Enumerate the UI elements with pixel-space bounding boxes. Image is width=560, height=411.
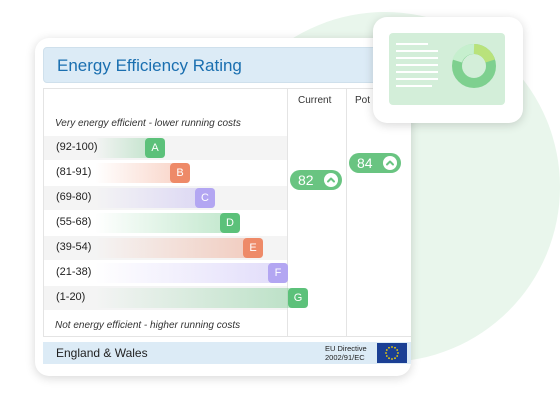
band-letter-a: A xyxy=(145,138,165,158)
band-range-label: (55-68) xyxy=(56,216,92,228)
band-range-label: (1-20) xyxy=(56,291,86,303)
preview-thumbnail xyxy=(389,33,505,105)
band-letter-c: C xyxy=(195,188,215,208)
band-range-label: (39-54) xyxy=(56,241,92,253)
band-bar-b xyxy=(95,163,190,183)
current-column-header: Current xyxy=(298,95,332,106)
band-letter-g: G xyxy=(288,288,308,308)
preview-text-line xyxy=(396,64,438,66)
band-letter-f: F xyxy=(268,263,288,283)
band-bar-c xyxy=(95,188,215,208)
band-row-bg xyxy=(44,136,287,160)
band-letter-d: D xyxy=(220,213,240,233)
preview-text-line xyxy=(396,43,428,45)
energy-rating-card: Energy Efficiency Rating Current Pot Ver… xyxy=(35,38,411,376)
chevron-up-icon xyxy=(324,173,338,187)
band-row-bg xyxy=(44,286,287,310)
potential-column-header: Pot xyxy=(355,95,371,106)
column-divider xyxy=(287,88,288,337)
band-range-label: (21-38) xyxy=(56,266,92,278)
band-bar-e xyxy=(95,238,263,258)
band-range-label: (92-100) xyxy=(56,141,98,153)
preview-thumbnail-card xyxy=(373,17,523,123)
card-title: Energy Efficiency Rating xyxy=(57,56,242,75)
band-letter-e: E xyxy=(243,238,263,258)
band-range-label: (81-91) xyxy=(56,166,92,178)
column-divider xyxy=(346,88,347,337)
preview-text-line xyxy=(396,71,438,73)
band-bar-g xyxy=(95,288,308,308)
band-bar-d xyxy=(95,213,240,233)
band-row-bg xyxy=(44,186,287,210)
current-rating-pill: 82 xyxy=(290,170,342,190)
eu-directive-line2: 2002/91/EC xyxy=(325,353,365,362)
current-rating-value: 82 xyxy=(298,172,314,188)
preview-text-line xyxy=(396,57,438,59)
chevron-up-icon xyxy=(383,156,397,170)
region-label: England & Wales xyxy=(56,346,148,360)
bottom-caption: Not energy efficient - higher running co… xyxy=(55,320,241,331)
eu-directive-line1: EU Directive xyxy=(325,344,367,353)
donut-chart-icon xyxy=(452,44,496,88)
potential-rating-value: 84 xyxy=(357,155,373,171)
eu-flag-icon xyxy=(377,343,407,363)
preview-text-line xyxy=(396,78,438,80)
preview-text-line xyxy=(396,85,432,87)
top-caption: Very energy efficient - lower running co… xyxy=(55,118,241,129)
eu-directive-label: EU Directive 2002/91/EC xyxy=(325,344,367,362)
band-bar-f xyxy=(95,263,288,283)
preview-text-line xyxy=(396,50,438,52)
card-footer: England & Wales EU Directive 2002/91/EC xyxy=(43,342,411,364)
band-range-label: (69-80) xyxy=(56,191,92,203)
potential-rating-pill: 84 xyxy=(349,153,401,173)
band-letter-b: B xyxy=(170,163,190,183)
card-header: Energy Efficiency Rating xyxy=(43,47,411,83)
